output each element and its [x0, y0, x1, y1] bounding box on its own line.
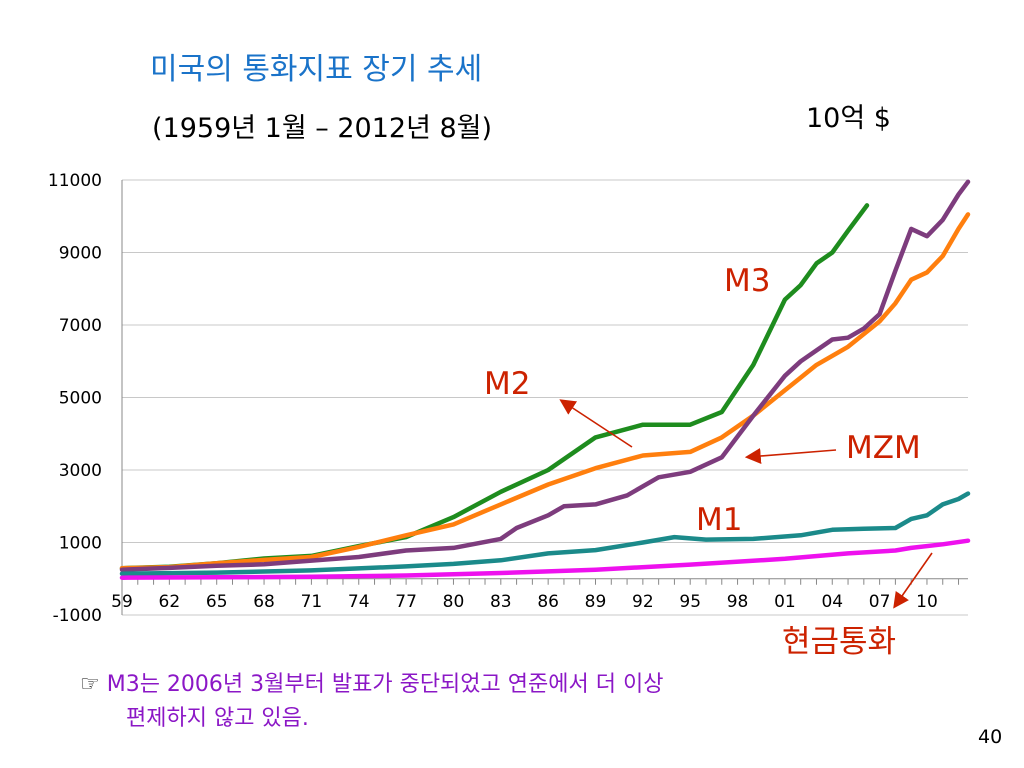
y-tick-label: -1000: [53, 606, 102, 626]
x-tick-label: 95: [679, 592, 701, 612]
page-number: 40: [978, 726, 1003, 748]
x-tick-label: 80: [443, 592, 465, 612]
x-tick-label: 62: [159, 592, 181, 612]
x-tick-label: 59: [111, 592, 133, 612]
footnote: ☞ M3는 2006년 3월부터 발표가 중단되었고 연준에서 더 이상 편제하…: [80, 668, 663, 736]
x-tick-label: 07: [869, 592, 891, 612]
x-tick-label: 92: [632, 592, 654, 612]
x-tick-label: 71: [301, 592, 323, 612]
y-tick-label: 1000: [59, 534, 102, 554]
series-line: [119, 538, 971, 580]
x-tick-label: 77: [395, 592, 417, 612]
y-tick-label: 3000: [59, 461, 102, 481]
y-tick-label: 5000: [59, 389, 102, 409]
series-label: M1: [696, 502, 742, 538]
x-tick-label: 01: [774, 592, 796, 612]
y-tick-label: 9000: [59, 244, 102, 264]
x-tick-label: 83: [490, 592, 512, 612]
y-tick-label: 11000: [48, 171, 102, 191]
slide-title: 미국의 통화지표 장기 추세: [150, 52, 483, 87]
x-tick-label: 10: [916, 592, 938, 612]
x-tick-label: 04: [821, 592, 843, 612]
series-label: M3: [724, 263, 770, 299]
x-tick-label: 74: [348, 592, 370, 612]
series-label: MZM: [846, 430, 921, 466]
pointing-hand-icon: ☞: [80, 672, 107, 697]
x-tick-label: 89: [585, 592, 607, 612]
annotation-arrow: [893, 552, 933, 609]
series-line: [119, 491, 971, 576]
footnote-line-2: 편제하지 않고 있음.: [126, 706, 309, 731]
series-line: [119, 212, 971, 571]
y-tick-label: 7000: [59, 316, 102, 336]
x-tick-label: 68: [253, 592, 275, 612]
series-label: 현금통화: [782, 624, 896, 660]
footnote-line-1: M3는 2006년 3월부터 발표가 중단되었고 연준에서 더 이상: [106, 672, 664, 697]
series-line: [119, 179, 971, 572]
x-tick-label: 86: [537, 592, 559, 612]
series-label: M2: [484, 366, 530, 402]
x-tick-label: 65: [206, 592, 228, 612]
x-tick-label: 98: [727, 592, 749, 612]
unit-label: 10억 $: [806, 103, 891, 134]
slide-subtitle: (1959년 1월 – 2012년 8월): [152, 113, 493, 144]
annotation-arrow: [559, 399, 633, 448]
annotation-arrow: [744, 448, 837, 464]
